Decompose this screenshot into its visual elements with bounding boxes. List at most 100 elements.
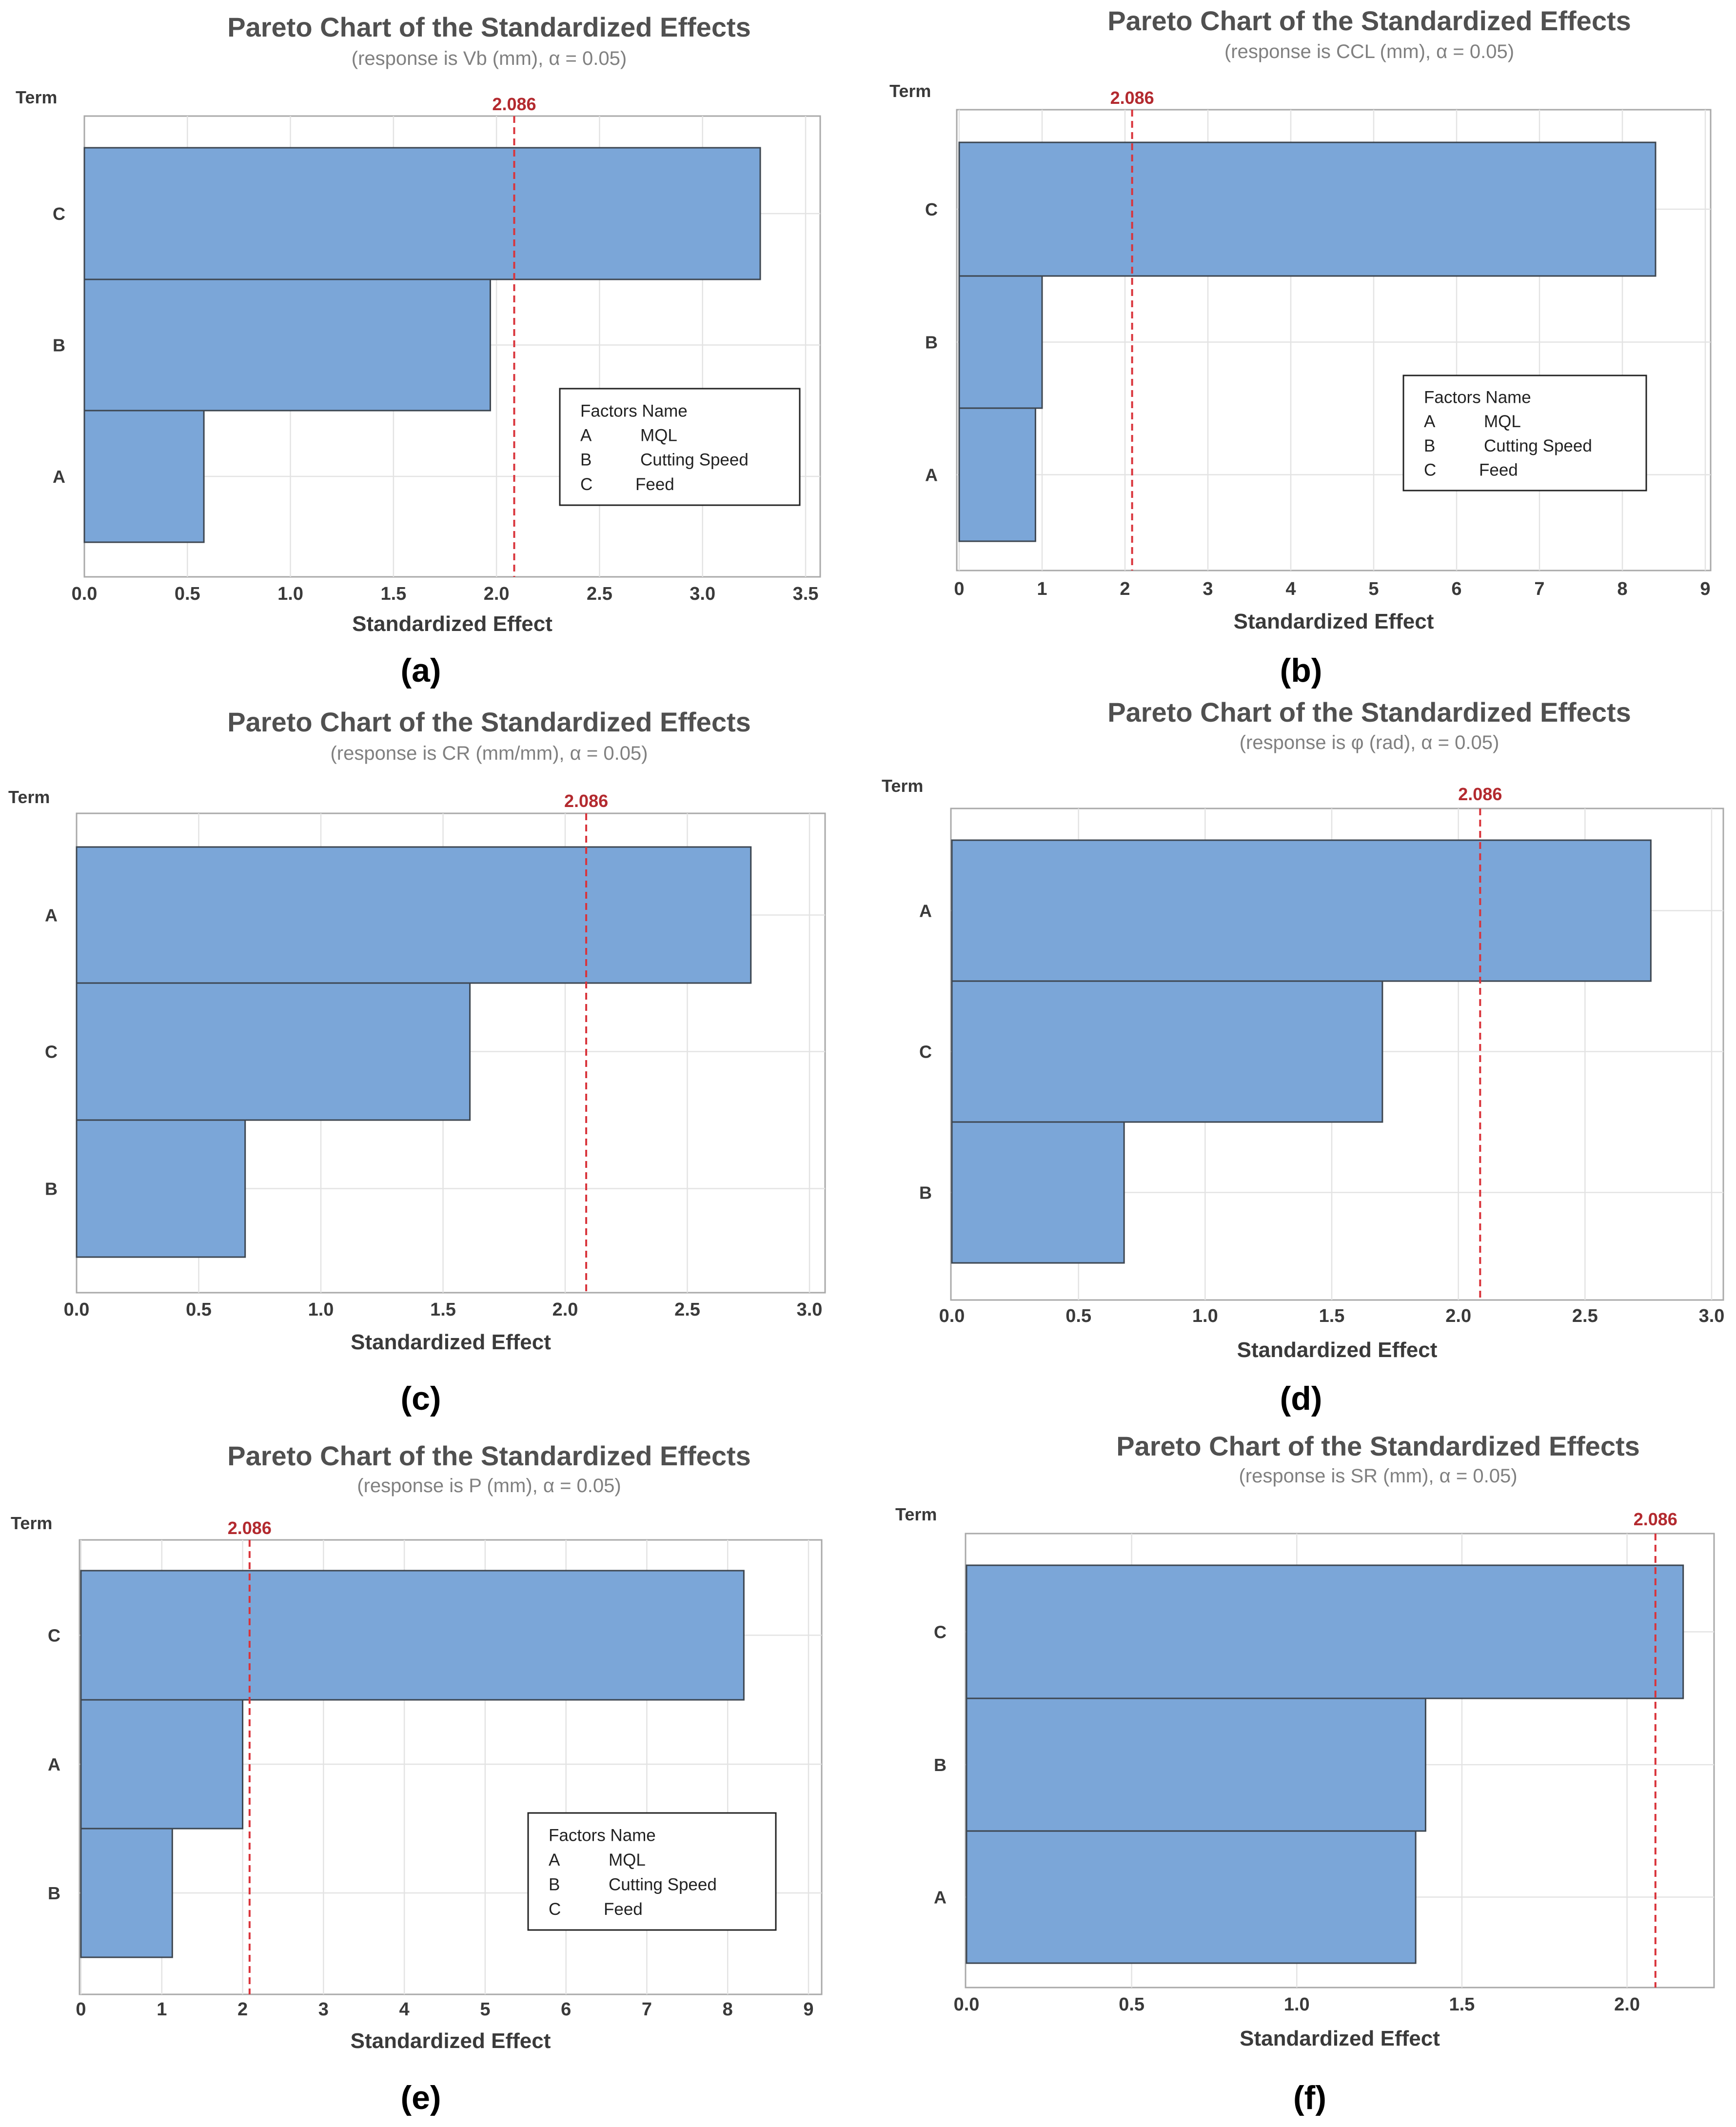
bar-C [76, 982, 471, 1121]
legend: Factors Name A MQL B Cutting Speed C Feed [527, 1812, 777, 1931]
x-tick-label: 5 [1368, 579, 1379, 599]
chart-subtitle: (response is CR (mm/mm), α = 0.05) [330, 743, 648, 764]
x-tick-label: 2 [1120, 579, 1130, 599]
x-tick-label: 1.5 [1319, 1306, 1345, 1326]
category-label: C [925, 199, 938, 219]
x-tick-label: 3 [1203, 579, 1213, 599]
category-label: C [53, 204, 65, 224]
legend-box [559, 388, 801, 506]
x-tick-label: 7 [1534, 579, 1544, 599]
bar-A [83, 410, 205, 543]
bar-B [951, 1121, 1125, 1264]
legend-name: Cutting Speed [640, 451, 749, 470]
category-label: A [48, 1754, 60, 1774]
legend-factor: C [549, 1900, 561, 1919]
x-tick-label: 2.0 [1445, 1306, 1471, 1326]
y-axis-title: Term [889, 81, 931, 101]
y-axis-title: Term [895, 1504, 937, 1524]
chart-f: Pareto Chart of the Standardized Effects… [895, 1431, 1715, 2116]
x-axis-title: Standardized Effect [1234, 610, 1434, 633]
legend: Factors Name A MQL B Cutting Speed C Feed [559, 388, 801, 506]
x-tick-label: 9 [803, 1999, 813, 2020]
x-tick-label: 2.0 [484, 584, 510, 604]
legend-name: MQL [1484, 412, 1521, 431]
x-tick-label: 0.0 [939, 1306, 965, 1326]
x-tick-label: 0 [76, 1999, 86, 2020]
y-axis-title: Term [882, 776, 923, 796]
bar-C [80, 1570, 745, 1701]
x-tick-label: 2.5 [674, 1300, 700, 1320]
legend-name: MQL [640, 426, 677, 445]
legend-name: Cutting Speed [1484, 436, 1592, 455]
x-axis-title: Standardized Effect [1237, 1338, 1438, 1362]
category-label: C [45, 1042, 58, 1062]
x-tick-label: 1 [157, 1999, 167, 2020]
x-tick-label: 6 [561, 1999, 571, 2020]
panel-label: (f) [1293, 2079, 1326, 2116]
x-tick-label: 9 [1700, 579, 1710, 599]
bar-B [80, 1828, 173, 1958]
bar-B [966, 1697, 1426, 1832]
bar-A [966, 1830, 1417, 1964]
legend-factor: C [580, 475, 592, 494]
x-tick-label: 1.5 [380, 584, 406, 604]
category-label: B [45, 1179, 58, 1199]
reference-label: 2.086 [492, 94, 536, 114]
x-axis-title: Standardized Effect [351, 1330, 551, 1354]
x-tick-label: 0 [954, 579, 964, 599]
legend-factor: B [1424, 436, 1435, 455]
chart-b: Pareto Chart of the Standardized Effects… [889, 5, 1712, 689]
chart-subtitle: (response is SR (mm), α = 0.05) [1239, 1465, 1517, 1487]
chart-subtitle: (response is Vb (mm), α = 0.05) [352, 48, 627, 69]
panel-label: (c) [400, 1380, 441, 1417]
bar-C [83, 147, 761, 280]
chart-subtitle: (response is φ (rad), α = 0.05) [1240, 732, 1499, 753]
x-tick-label: 0.0 [64, 1300, 90, 1320]
chart-e: Pareto Chart of the Standardized Effects… [11, 1440, 823, 2116]
bar-C [966, 1564, 1684, 1699]
chart-subtitle: (response is P (mm), α = 0.05) [357, 1475, 621, 1497]
chart-c: Pareto Chart of the Standardized Effects… [8, 707, 826, 1417]
y-axis-title: Term [11, 1513, 52, 1533]
legend: Factors Name A MQL B Cutting Speed C Feed [1402, 374, 1647, 492]
category-label: A [925, 465, 938, 485]
x-tick-label: 1.0 [1284, 1994, 1310, 2015]
legend-factor: B [549, 1875, 560, 1894]
legend-name: Feed [635, 475, 674, 494]
x-tick-label: 3.0 [1699, 1306, 1725, 1326]
legend-header: Factors Name [580, 401, 688, 420]
x-tick-label: 2.0 [1614, 1994, 1640, 2015]
x-axis-title: Standardized Effect [1240, 2027, 1440, 2050]
category-label: B [919, 1183, 932, 1203]
x-tick-label: 0.5 [186, 1300, 212, 1320]
panel-label: (e) [400, 2079, 441, 2116]
bar-B [958, 275, 1043, 409]
legend-box [527, 1812, 777, 1931]
legend-factor: A [580, 426, 592, 445]
x-tick-label: 6 [1451, 579, 1461, 599]
x-tick-label: 1.0 [308, 1300, 334, 1320]
x-tick-label: 1.0 [277, 584, 303, 604]
reference-label: 2.086 [564, 791, 608, 811]
chart-title: Pareto Chart of the Standardized Effects [227, 707, 751, 737]
x-tick-label: 1.0 [1192, 1306, 1218, 1326]
x-tick-label: 2.0 [552, 1300, 578, 1320]
category-label: B [53, 335, 65, 355]
chart-title: Pareto Chart of the Standardized Effects [1107, 5, 1631, 36]
legend-factor: B [580, 451, 592, 470]
legend-name: Feed [604, 1900, 643, 1919]
bar-A [958, 407, 1036, 542]
legend-factor: C [1424, 460, 1436, 479]
chart-title: Pareto Chart of the Standardized Effects [1116, 1431, 1640, 1461]
panel-label: (b) [1280, 652, 1322, 689]
chart-subtitle: (response is CCL (mm), α = 0.05) [1224, 41, 1514, 62]
chart-a: Pareto Chart of the Standardized Effects… [16, 12, 821, 689]
x-tick-label: 0.5 [1065, 1306, 1091, 1326]
category-label: B [925, 333, 938, 353]
legend-factor: A [549, 1851, 560, 1870]
legend-factor: A [1424, 412, 1436, 431]
x-tick-label: 1.5 [1449, 1994, 1475, 2015]
reference-label: 2.086 [1458, 784, 1502, 804]
category-label: A [934, 1888, 947, 1908]
